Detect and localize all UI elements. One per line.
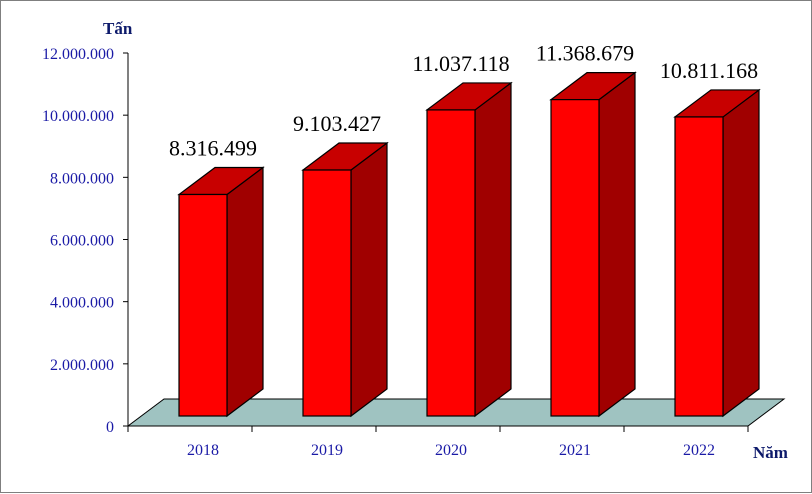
y-tick-label: 6.000.000 (50, 233, 114, 250)
bar-front-face (674, 116, 724, 417)
bar-front-face (550, 99, 600, 417)
data-label: 8.316.499 (169, 135, 257, 160)
bar-front-face (178, 193, 228, 417)
y-tick-label: 8.000.000 (50, 170, 114, 187)
y-axis-title: Tấn (103, 19, 133, 38)
x-tick-label: 2018 (187, 442, 219, 459)
data-label: 11.037.118 (412, 51, 509, 76)
bar-2020 (425, 81, 513, 418)
bar-side-face (350, 141, 388, 418)
x-tick-label: 2022 (683, 442, 715, 459)
bar-side-face (474, 81, 512, 418)
y-tick-label: 2.000.000 (50, 357, 114, 374)
y-tick-label: 4.000.000 (50, 295, 114, 312)
bar-front-face (302, 169, 352, 417)
x-tick-label: 2019 (311, 442, 343, 459)
bar-2022 (673, 88, 761, 418)
x-axis-title: Năm (753, 443, 788, 462)
bar-2021 (549, 71, 637, 418)
bar-side-face (722, 88, 760, 418)
y-tick-label: 0 (106, 419, 114, 436)
bar-2019 (301, 141, 389, 418)
data-label: 10.811.168 (660, 58, 758, 83)
bar-side-face (226, 166, 264, 418)
x-tick-label: 2020 (435, 442, 467, 459)
x-tick-label: 2021 (559, 442, 591, 459)
y-tick-label: 12.000.000 (42, 46, 114, 63)
data-label: 11.368.679 (536, 41, 634, 66)
data-label: 9.103.427 (293, 111, 381, 136)
bar-2018 (177, 166, 265, 418)
bar-side-face (598, 71, 636, 418)
bar-front-face (426, 109, 476, 417)
y-tick-label: 10.000.000 (42, 108, 114, 125)
